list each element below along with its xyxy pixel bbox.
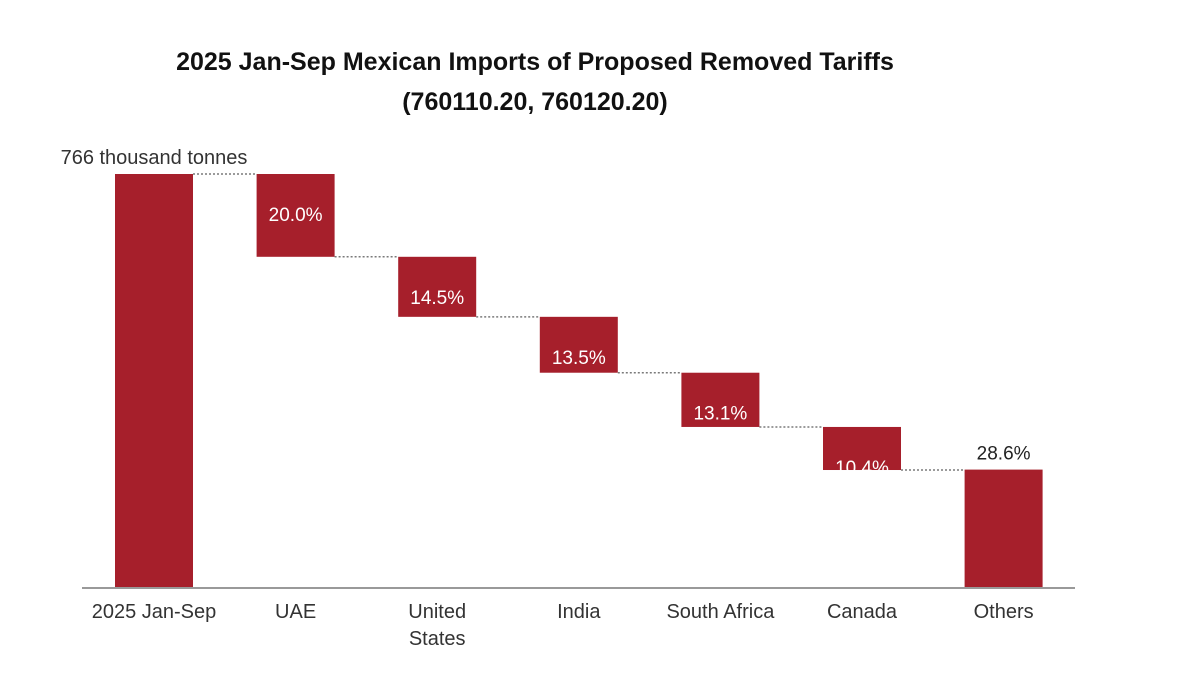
data-label: 13.1% [693,404,747,425]
x-tick-label: United [408,601,466,623]
x-tick-label: 2025 Jan-Sep [92,601,217,623]
chart-subtitle: (760110.20, 760120.20) [402,88,668,116]
chart-title: 2025 Jan-Sep Mexican Imports of Proposed… [176,48,894,76]
bar-united-states [398,256,477,317]
bar-2025-jan-sep [115,174,193,588]
x-tick-label: Others [974,601,1034,623]
x-tick-label: States [409,628,466,650]
bar-canada [823,426,901,471]
bar-uae [256,174,335,257]
data-label: 13.5% [552,348,606,369]
x-tick-label: UAE [275,601,316,623]
x-tick-label: India [557,601,601,623]
bar-india [539,316,618,373]
x-tick-label: South Africa [666,601,775,623]
data-label: 14.5% [410,288,464,309]
data-label: 10.4% [835,458,889,479]
total-label: 766 thousand tonnes [61,147,248,169]
data-label: 28.6% [977,444,1031,465]
bar-south-africa [681,372,760,427]
x-tick-label: Canada [827,601,898,623]
data-label: 20.0% [269,205,323,226]
bar-others [964,469,1043,588]
